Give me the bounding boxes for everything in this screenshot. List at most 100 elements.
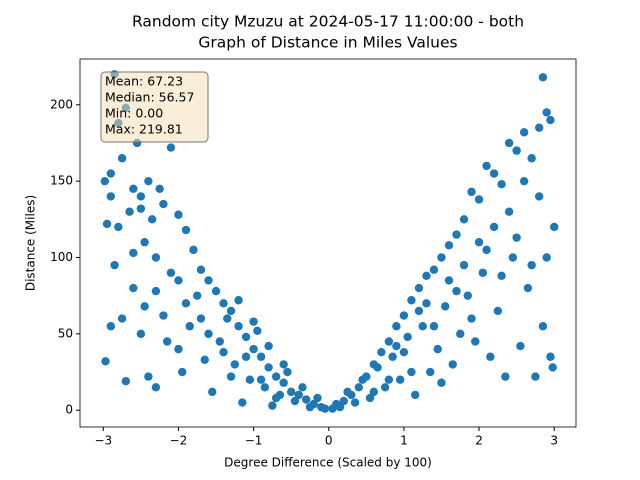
point <box>339 396 348 406</box>
point <box>125 207 134 216</box>
point <box>538 73 548 82</box>
point <box>548 363 557 372</box>
point <box>219 299 228 308</box>
point <box>249 344 258 354</box>
point <box>414 306 424 316</box>
point <box>426 367 435 377</box>
point <box>550 222 559 232</box>
point <box>437 253 446 262</box>
x-tick-label: −1 <box>245 434 263 448</box>
point <box>121 376 131 386</box>
point <box>226 306 236 316</box>
point <box>208 387 217 397</box>
point <box>271 393 281 403</box>
y-axis-label: Distance (Miles) <box>24 195 38 291</box>
point <box>102 219 112 229</box>
point <box>523 283 533 293</box>
point <box>463 291 472 300</box>
point <box>234 322 243 331</box>
point <box>268 401 277 410</box>
point <box>174 276 183 285</box>
point <box>279 360 288 369</box>
point <box>407 296 416 305</box>
point <box>369 387 379 397</box>
point <box>486 352 495 361</box>
x-tick-label: −3 <box>94 434 112 448</box>
point <box>155 184 164 193</box>
point <box>286 387 296 397</box>
point <box>474 195 484 204</box>
point <box>178 367 187 377</box>
point <box>512 146 521 155</box>
point <box>392 341 401 351</box>
plot-frame <box>79 58 577 428</box>
point <box>193 291 202 300</box>
point <box>422 271 431 281</box>
point <box>204 329 213 339</box>
point <box>140 238 149 247</box>
point <box>219 347 228 357</box>
point <box>151 383 161 392</box>
point <box>136 192 146 201</box>
point <box>174 344 183 354</box>
point <box>516 341 525 351</box>
point <box>159 311 168 320</box>
point <box>388 352 397 361</box>
point <box>429 265 439 274</box>
point <box>519 176 529 186</box>
stats-box <box>100 71 209 143</box>
point <box>504 138 514 148</box>
point <box>241 332 251 342</box>
point <box>140 302 149 311</box>
point <box>302 395 311 404</box>
point <box>185 322 194 331</box>
point <box>489 169 499 178</box>
point <box>223 314 232 323</box>
point <box>395 375 405 384</box>
point <box>159 199 168 209</box>
point <box>504 207 514 216</box>
point <box>117 154 127 163</box>
point <box>196 314 206 323</box>
point <box>482 161 491 171</box>
point <box>467 314 476 323</box>
point <box>189 245 198 255</box>
point <box>279 378 288 387</box>
point <box>542 108 551 117</box>
y-tick-label: 200 <box>50 97 73 111</box>
point <box>410 390 420 400</box>
point <box>433 344 442 354</box>
point <box>459 215 469 224</box>
point <box>100 176 110 186</box>
point <box>380 383 390 392</box>
point <box>226 372 236 381</box>
point <box>313 393 322 403</box>
point <box>527 154 536 163</box>
point <box>546 115 555 125</box>
point <box>253 326 262 336</box>
point <box>110 260 119 270</box>
point <box>200 355 209 365</box>
point <box>162 337 172 346</box>
point <box>106 192 116 201</box>
point <box>238 398 247 407</box>
point <box>444 241 454 250</box>
point <box>497 180 506 189</box>
point <box>527 260 536 270</box>
point <box>441 302 450 311</box>
point <box>456 329 465 339</box>
point <box>256 352 266 361</box>
point <box>204 276 213 285</box>
point <box>166 268 176 277</box>
point <box>181 299 191 308</box>
point <box>114 222 123 232</box>
point <box>106 169 116 178</box>
point <box>429 322 439 331</box>
point <box>399 347 409 357</box>
point <box>471 337 480 346</box>
point <box>101 357 110 366</box>
stats-text: Median: 56.57 <box>105 90 194 105</box>
point <box>249 317 258 326</box>
point <box>467 187 476 197</box>
